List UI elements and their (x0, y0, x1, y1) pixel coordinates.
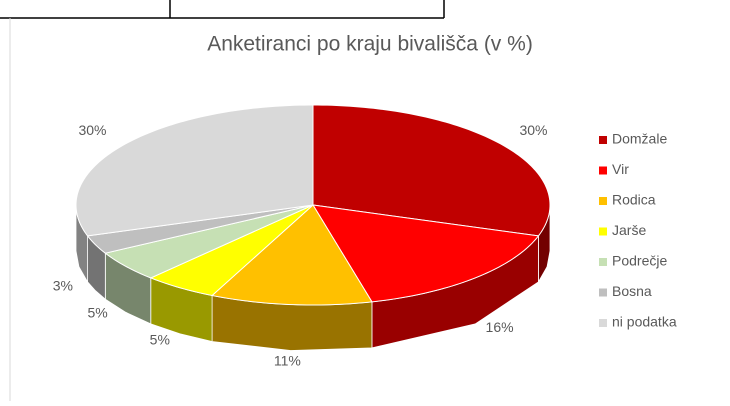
slice (75, 104, 314, 237)
legend-label: Rodica (612, 192, 656, 208)
slice (104, 204, 314, 279)
legend-swatch (599, 136, 607, 144)
slice (312, 204, 540, 303)
chart-title: Anketiranci po kraju bivališča (v %) (207, 33, 533, 56)
slice (312, 104, 551, 237)
pie: 30% 16% 11% 5% 5% 3% 30% (53, 104, 551, 368)
legend-label: Vir (612, 161, 629, 177)
legend-swatch (599, 258, 607, 266)
slice (211, 204, 373, 306)
legend: Domžale Vir Rodica Jarše Podrečje Bosna ni pod… (599, 131, 677, 330)
legend-swatch (599, 319, 607, 327)
data-label: 30% (519, 122, 547, 138)
data-label: 11% (274, 352, 301, 368)
legend-label: Jarše (612, 222, 646, 238)
data-label: 5% (88, 305, 108, 321)
legend-label: Bosna (612, 283, 652, 299)
legend-swatch (599, 288, 607, 297)
legend-swatch (599, 166, 607, 175)
data-label: 5% (150, 331, 170, 347)
legend-label: Domžale (612, 131, 667, 147)
legend-label: Podrečje (612, 253, 667, 269)
legend-label: ni podatka (612, 314, 677, 330)
legend-swatch (599, 197, 607, 205)
data-label: 30% (78, 122, 106, 138)
legend-swatch (599, 227, 607, 236)
slice (86, 204, 314, 254)
slice (149, 204, 314, 297)
data-label: 16% (486, 319, 514, 335)
data-label: 3% (53, 278, 73, 294)
